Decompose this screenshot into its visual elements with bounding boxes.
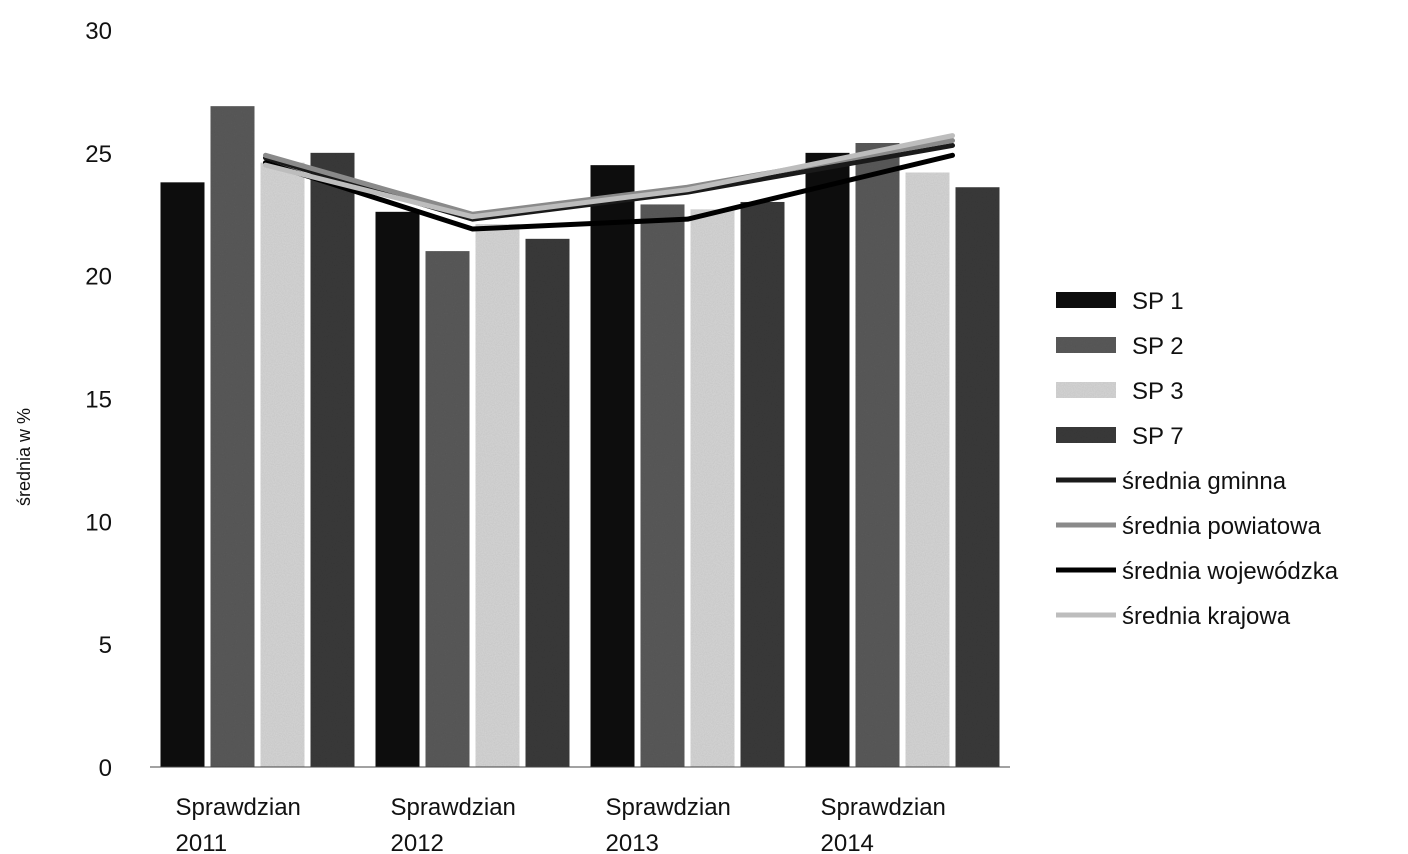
bar-sp-1-sprawdzian-2013 bbox=[590, 165, 635, 767]
legend-item-sp-3: SP 3 bbox=[1056, 378, 1184, 405]
legend-label: SP 1 bbox=[1132, 288, 1184, 315]
legend-item-srednia-krajowa: średnia krajowa bbox=[1056, 603, 1291, 630]
bar-sp-2-sprawdzian-2011 bbox=[210, 106, 255, 767]
line-srednia-wojewodzka bbox=[263, 152, 955, 232]
bar-sp-7-sprawdzian-2014 bbox=[955, 187, 1000, 767]
legend-item-sp-7: SP 7 bbox=[1056, 423, 1184, 450]
bar-sp-1-sprawdzian-2014 bbox=[805, 152, 850, 768]
y-tick-label: 10 bbox=[85, 509, 112, 536]
x-tick-label: Sprawdzian bbox=[606, 794, 731, 821]
y-tick-label: 20 bbox=[85, 264, 112, 291]
legend-swatch bbox=[1056, 337, 1116, 353]
legend-label: SP 3 bbox=[1132, 378, 1184, 405]
x-tick-label: 2011 bbox=[176, 830, 228, 854]
x-tick-label: 2014 bbox=[821, 830, 874, 854]
legend-label: średnia wojewódzka bbox=[1122, 558, 1339, 585]
x-tick-label: Sprawdzian bbox=[821, 794, 946, 821]
legend-swatch bbox=[1056, 292, 1116, 308]
bar-sp-7-sprawdzian-2012 bbox=[525, 238, 570, 768]
bar-sp-7-sprawdzian-2013 bbox=[740, 201, 785, 767]
bar-sp-3-sprawdzian-2012 bbox=[475, 224, 520, 767]
legend-item-srednia-powiatowa: średnia powiatowa bbox=[1056, 513, 1321, 540]
bar-sp-2-sprawdzian-2013 bbox=[640, 204, 685, 767]
legend: SP 1 SP 2 SP 3 SP 7 średnia gminna średnia po… bbox=[1056, 288, 1339, 630]
x-tick-label: Sprawdzian bbox=[391, 794, 516, 821]
legend-label: średnia krajowa bbox=[1122, 603, 1291, 630]
average-lines bbox=[263, 133, 955, 232]
bar-sp-7-sprawdzian-2011 bbox=[310, 152, 355, 768]
y-tick-label: 5 bbox=[99, 632, 112, 659]
legend-item-srednia-gminna: średnia gminna bbox=[1056, 468, 1287, 495]
bars bbox=[160, 106, 1000, 768]
bar-sp-3-sprawdzian-2013 bbox=[690, 209, 735, 767]
legend-item-srednia-wojewodzka: średnia wojewódzka bbox=[1056, 558, 1339, 585]
y-tick-label: 15 bbox=[85, 387, 112, 414]
y-axis-ticks: 0 5 10 15 20 25 30 bbox=[85, 18, 112, 782]
bar-sp-1-sprawdzian-2011 bbox=[160, 182, 205, 767]
bar-sp-2-sprawdzian-2012 bbox=[425, 251, 470, 768]
bar-sp-1-sprawdzian-2012 bbox=[375, 211, 420, 767]
x-axis-ticks: Sprawdzian 2011 Sprawdzian 2012 Sprawdzian 20… bbox=[176, 794, 946, 854]
legend-label: średnia gminna bbox=[1122, 468, 1287, 495]
line-srednia-krajowa bbox=[263, 133, 955, 220]
bar-sp-3-sprawdzian-2014 bbox=[905, 172, 950, 767]
x-tick-label: Sprawdzian bbox=[176, 794, 301, 821]
y-tick-label: 25 bbox=[85, 141, 112, 168]
legend-label: SP 7 bbox=[1132, 423, 1184, 450]
legend-item-sp-2: SP 2 bbox=[1056, 333, 1184, 360]
y-axis-title: średnia w % bbox=[14, 408, 34, 506]
legend-swatch bbox=[1056, 382, 1116, 398]
legend-item-sp-1: SP 1 bbox=[1056, 288, 1184, 315]
bar-sp-3-sprawdzian-2011 bbox=[260, 162, 305, 767]
legend-label: SP 2 bbox=[1132, 333, 1184, 360]
x-tick-label: 2012 bbox=[391, 830, 444, 854]
y-tick-label: 30 bbox=[85, 18, 112, 45]
legend-label: średnia powiatowa bbox=[1122, 513, 1321, 540]
bar-sp-2-sprawdzian-2014 bbox=[855, 143, 900, 768]
legend-swatch bbox=[1056, 427, 1116, 443]
y-tick-label: 0 bbox=[99, 755, 112, 782]
x-tick-label: 2013 bbox=[606, 830, 659, 854]
